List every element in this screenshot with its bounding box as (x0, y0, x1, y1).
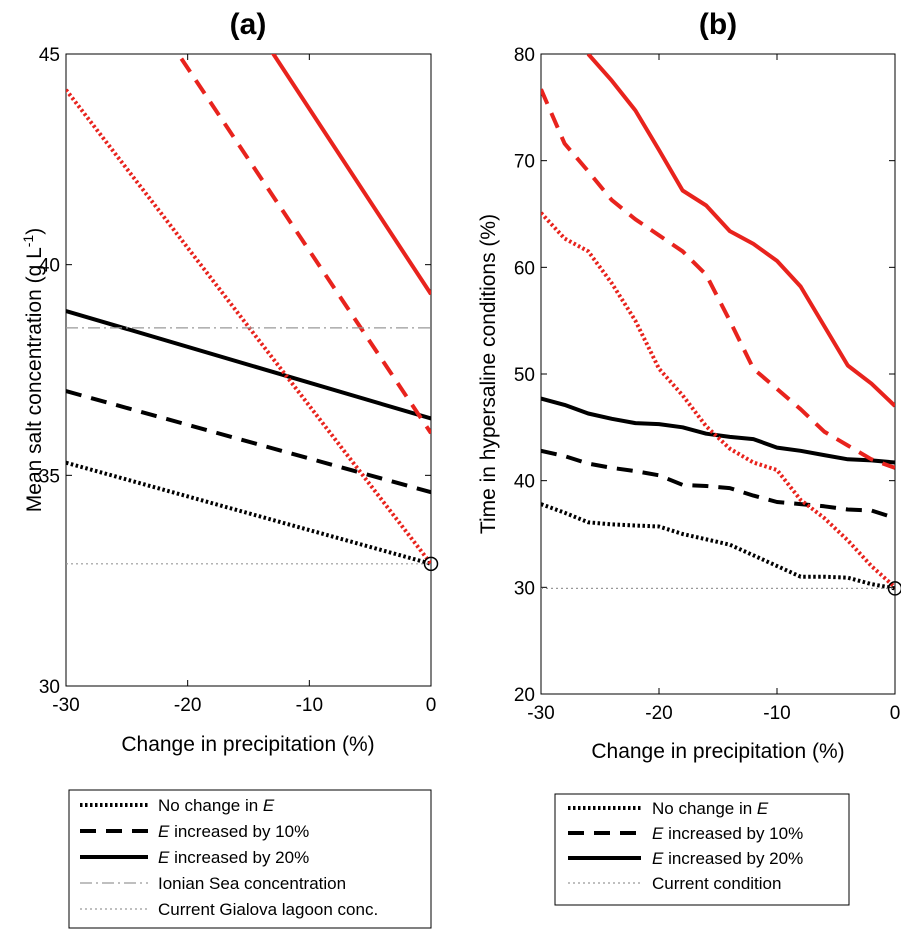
panel-b-current-marker (887, 581, 901, 596)
x-tick-label: -10 (296, 695, 323, 716)
panel-a-axes-box (65, 53, 432, 687)
series-line-1 (541, 448, 895, 520)
legend-label: No change in E (158, 796, 275, 815)
y-tick-label: 40 (39, 256, 60, 277)
y-tick-label: 30 (39, 677, 60, 698)
panel-b-y-axis-label: Time in hypersaline conditions (%) (477, 214, 500, 534)
panel-b-x-axis-label: Change in precipitation (%) (591, 740, 844, 763)
x-tick-label: -30 (52, 695, 79, 716)
series-line-4 (175, 54, 431, 435)
legend-entry: Current condition (568, 874, 781, 893)
panel-b-y-ticks: 20 30 40 50 60 70 80 (514, 45, 895, 706)
panel-b-series (541, 54, 895, 591)
legend-entry: Ionian Sea concentration (80, 874, 346, 893)
legend-label: E increased by 20% (158, 848, 309, 867)
legend-label: E increased by 20% (652, 849, 803, 868)
x-tick-label: -20 (174, 695, 201, 716)
y-tick-label: 50 (514, 365, 535, 386)
panel-a-title: (a) (230, 8, 267, 41)
series-line-5 (270, 54, 431, 296)
panel-b-legend: No change in E E increased by 10% E increa… (554, 793, 850, 906)
y-tick-label: 70 (514, 152, 535, 173)
legend-entry: No change in E (568, 799, 769, 818)
x-tick-label: 0 (890, 703, 901, 724)
panel-a-x-ticks: -30 -20 -10 0 (52, 54, 436, 716)
x-tick-label: -30 (527, 703, 554, 724)
panel-a-y-axis-label: Mean salt concentration (g L-1) (20, 228, 46, 512)
series-line-2 (66, 309, 431, 421)
y-tick-label: 45 (39, 45, 60, 66)
series-line-1 (66, 389, 431, 495)
series-line-0 (541, 502, 895, 591)
y-tick-label: 30 (514, 578, 535, 599)
y-tick-label: 60 (514, 258, 535, 279)
legend-entry: E increased by 10% (568, 824, 803, 843)
panel-b-title: (b) (699, 8, 737, 41)
series-line-0 (66, 460, 431, 566)
x-tick-label: -10 (763, 703, 790, 724)
current-condition-marker (887, 581, 901, 596)
series-line-5 (586, 54, 895, 408)
legend-label: Ionian Sea concentration (158, 874, 346, 893)
panel-b: (b) 20 30 40 50 60 70 80 -30 -20 -10 0 Change in … (477, 8, 901, 763)
legend-label: E increased by 10% (652, 824, 803, 843)
panel-a-x-axis-label: Change in precipitation (%) (121, 733, 374, 756)
legend-label: No change in E (652, 799, 769, 818)
legend-label: Current condition (652, 874, 781, 893)
series-line-4 (541, 88, 895, 470)
current-condition-marker (423, 556, 439, 572)
series-line-3 (541, 211, 895, 589)
legend-entry: E increased by 20% (568, 849, 803, 868)
panel-a: (a) 30 35 40 45 -30 -20 -10 0 Change in precip… (20, 8, 439, 756)
y-tick-label: 35 (39, 466, 60, 487)
legend-entry: No change in E (80, 796, 275, 815)
series-line-2 (541, 396, 895, 465)
y-tick-label: 80 (514, 45, 535, 66)
panel-b-legend-box (554, 793, 850, 906)
x-tick-label: 0 (426, 695, 437, 716)
legend-label: Current Gialova lagoon conc. (158, 900, 378, 919)
y-tick-label: 40 (514, 472, 535, 493)
panel-a-series (66, 54, 431, 566)
x-tick-label: -20 (645, 703, 672, 724)
legend-label: E increased by 10% (158, 822, 309, 841)
panel-b-x-ticks: -30 -20 -10 0 (527, 54, 900, 724)
panel-a-legend: No change in E E increased by 10% E increa… (68, 789, 432, 929)
panel-a-y-axis-label-sup: -1 (20, 235, 36, 248)
panel-a-current-marker (423, 556, 439, 572)
y-tick-label: 20 (514, 685, 535, 706)
legend-entry: Current Gialova lagoon conc. (80, 900, 378, 919)
panel-a-y-axis-label-main: Mean salt concentration (g L (23, 247, 46, 512)
panel-b-axes-box (540, 53, 896, 695)
legend-entry: E increased by 10% (80, 822, 309, 841)
panel-a-y-ticks: 30 35 40 45 (39, 45, 431, 698)
panel-a-y-axis-label-close: ) (23, 228, 46, 235)
legend-entry: E increased by 20% (80, 848, 309, 867)
